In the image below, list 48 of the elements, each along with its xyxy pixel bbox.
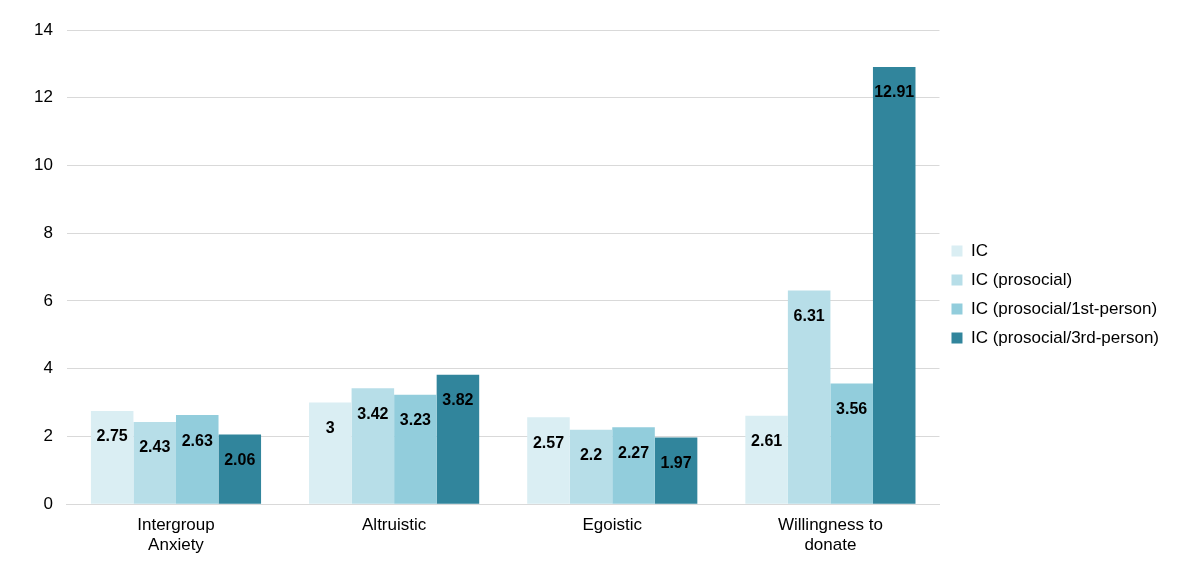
bar bbox=[569, 429, 613, 504]
bar bbox=[612, 427, 655, 504]
bar bbox=[218, 434, 262, 504]
bar bbox=[133, 421, 176, 504]
y-tick-label: 12 bbox=[33, 87, 53, 107]
bar bbox=[90, 411, 134, 504]
data-label: 3.23 bbox=[399, 411, 432, 429]
x-tick-label: Egoistic bbox=[582, 515, 643, 535]
data-label: 12.91 bbox=[874, 83, 915, 101]
legend-label: IC (prosocial/1st-person) bbox=[970, 298, 1158, 318]
data-label: 2.2 bbox=[579, 446, 603, 464]
bar bbox=[787, 290, 831, 504]
legend-label: IC bbox=[970, 240, 988, 260]
y-tick-label: 0 bbox=[43, 493, 53, 513]
data-label: 3.42 bbox=[357, 404, 389, 422]
bar bbox=[527, 417, 570, 504]
data-label: 2.61 bbox=[751, 432, 783, 450]
legend-label: IC (prosocial/3rd-person) bbox=[970, 327, 1159, 347]
data-label: 3.56 bbox=[836, 400, 868, 418]
data-label: 2.57 bbox=[532, 433, 565, 451]
data-label: 6.31 bbox=[793, 306, 825, 324]
bar bbox=[872, 66, 916, 504]
x-tick-label: Willingness to donate bbox=[777, 515, 883, 555]
x-tick-label: Intergroup Anxiety bbox=[137, 515, 215, 555]
data-label: 2.75 bbox=[96, 427, 128, 445]
data-label: 3.82 bbox=[442, 391, 474, 409]
legend-label: IC (prosocial) bbox=[970, 269, 1073, 289]
data-label: 2.06 bbox=[224, 450, 256, 468]
x-tick-label: Altruistic bbox=[362, 515, 427, 535]
bar bbox=[745, 415, 788, 504]
data-label: 1.97 bbox=[660, 453, 692, 471]
data-label: 2.27 bbox=[617, 443, 650, 461]
y-tick-label: 10 bbox=[33, 155, 53, 175]
bar bbox=[394, 394, 437, 504]
data-label: 2.63 bbox=[181, 431, 213, 449]
y-tick-label: 4 bbox=[43, 358, 53, 378]
bar bbox=[436, 374, 480, 504]
bar bbox=[830, 383, 873, 504]
y-tick-label: 14 bbox=[33, 19, 53, 39]
bar bbox=[309, 402, 352, 504]
data-label: 3 bbox=[325, 418, 335, 436]
y-tick-label: 8 bbox=[43, 222, 53, 242]
y-tick-label: 2 bbox=[43, 426, 53, 446]
data-label: 2.43 bbox=[139, 438, 171, 456]
y-tick-label: 6 bbox=[43, 290, 53, 310]
bar bbox=[654, 437, 698, 504]
bar bbox=[351, 388, 395, 504]
bar bbox=[175, 415, 219, 504]
